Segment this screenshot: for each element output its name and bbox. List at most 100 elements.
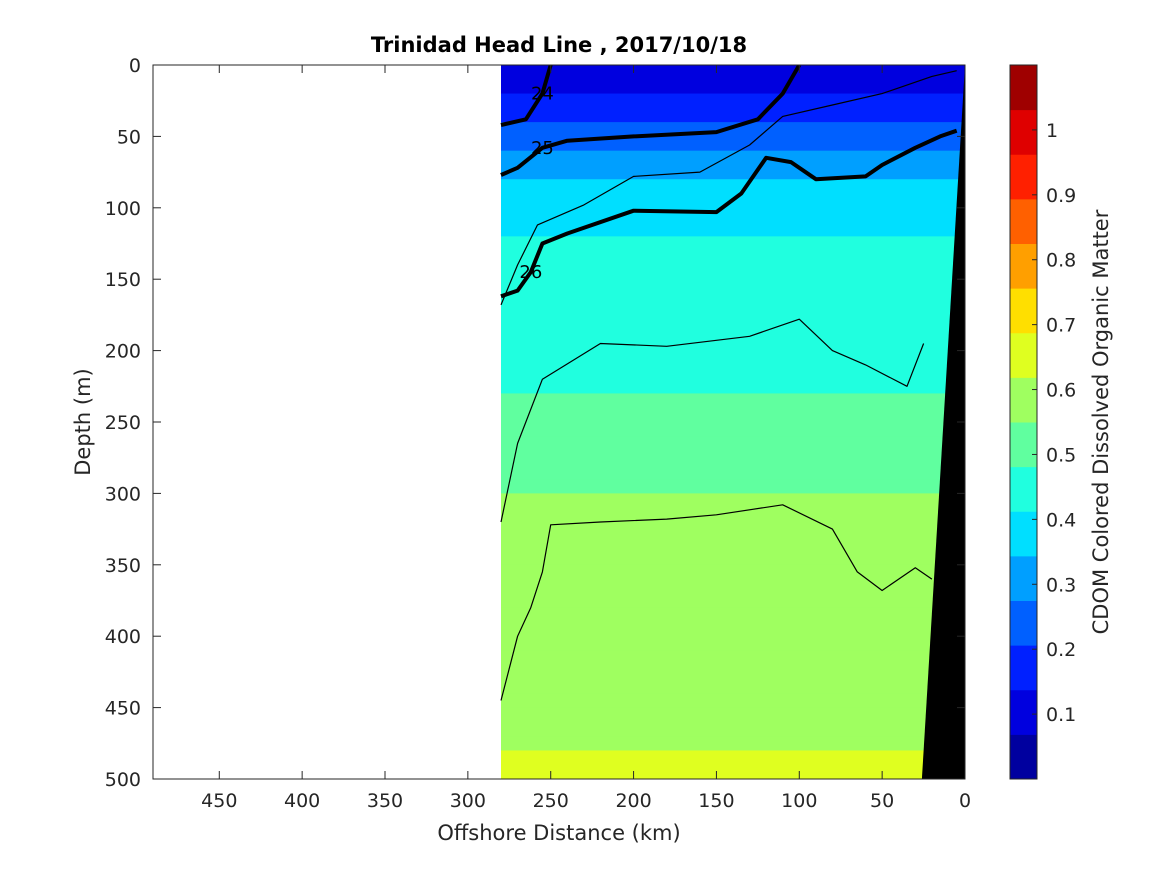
colorbar-segment xyxy=(1010,288,1037,334)
colorbar-tick-label: 0.3 xyxy=(1046,574,1076,596)
y-axis-title: Depth (m) xyxy=(71,368,95,475)
y-tick-label: 0 xyxy=(129,55,141,77)
heatmap-band xyxy=(501,336,965,352)
heatmap-band xyxy=(501,479,965,494)
heatmap-band xyxy=(501,536,965,552)
heatmap-band xyxy=(501,736,965,752)
colorbar-segment xyxy=(1010,198,1037,244)
heatmap-band xyxy=(501,521,965,537)
y-tick-label: 500 xyxy=(105,769,141,791)
heatmap-band xyxy=(501,179,965,195)
contour-label: 26 xyxy=(519,262,542,283)
y-tick-label: 200 xyxy=(105,341,141,363)
y-tick-label: 300 xyxy=(105,483,141,505)
heatmap-band xyxy=(501,393,965,409)
cdom-field xyxy=(501,65,965,779)
x-tick-label: 400 xyxy=(284,790,320,812)
density-contour-bold xyxy=(500,65,802,177)
heatmap-band xyxy=(501,307,965,323)
heatmap-band xyxy=(501,293,965,309)
y-tick-label: 350 xyxy=(105,555,141,577)
heatmap-band xyxy=(501,264,965,280)
x-tick-label: 450 xyxy=(201,790,237,812)
bathymetry xyxy=(921,65,965,779)
contour-label: 25 xyxy=(531,138,554,159)
heatmap-band xyxy=(501,493,965,509)
colorbar-tick-label: 0.4 xyxy=(1046,509,1076,531)
y-tick-label: 450 xyxy=(105,698,141,720)
heatmap-band xyxy=(501,279,965,295)
heatmap-band xyxy=(501,65,965,80)
colorbar-segment xyxy=(1010,511,1037,557)
y-tick-label: 400 xyxy=(105,626,141,648)
heatmap-band xyxy=(501,79,965,95)
heatmap-band xyxy=(501,593,965,609)
heatmap-band xyxy=(501,750,965,766)
colorbar xyxy=(1010,65,1037,780)
heatmap-band xyxy=(501,236,965,252)
colorbar-segment xyxy=(1010,645,1037,691)
heatmap-band xyxy=(501,579,965,594)
heatmap-band xyxy=(501,464,965,480)
x-tick-label: 350 xyxy=(367,790,403,812)
heatmap-band xyxy=(501,564,965,580)
x-tick-label: 200 xyxy=(615,790,651,812)
heatmap-band xyxy=(501,507,965,523)
colorbar-segment xyxy=(1010,422,1037,468)
colorbar-tick-label: 0.8 xyxy=(1046,250,1076,272)
heatmap-band xyxy=(501,607,965,623)
heatmap-band xyxy=(501,764,965,779)
heatmap-band xyxy=(501,407,965,423)
colorbar-segment xyxy=(1010,555,1037,601)
y-tick-label: 150 xyxy=(105,269,141,291)
heatmap-band xyxy=(501,322,965,337)
x-tick-label: 250 xyxy=(533,790,569,812)
x-axis-title: Offshore Distance (km) xyxy=(437,821,680,845)
colorbar-segment xyxy=(1010,332,1037,378)
x-tick-label: 100 xyxy=(781,790,817,812)
colorbar-segment xyxy=(1010,109,1037,155)
colorbar-tick-label: 0.1 xyxy=(1046,704,1076,726)
heatmap-band xyxy=(501,107,965,123)
density-contours: 24 25 26 xyxy=(500,65,958,701)
heatmap-band xyxy=(501,693,965,709)
colorbar-segment xyxy=(1010,466,1037,512)
x-tick-label: 50 xyxy=(870,790,894,812)
heatmap-band xyxy=(501,721,965,737)
contour-label: 24 xyxy=(531,84,554,105)
x-tick-label: 0 xyxy=(959,790,971,812)
density-contour xyxy=(500,70,957,306)
colorbar-segment xyxy=(1010,154,1037,200)
colorbar-tick-label: 0.9 xyxy=(1046,185,1076,207)
colorbar-segment xyxy=(1010,689,1037,735)
colorbar-title: CDOM Colored Dissolved Organic Matter xyxy=(1089,209,1113,634)
colorbar-tick-label: 0.2 xyxy=(1046,639,1076,661)
colorbar-segment xyxy=(1010,734,1037,780)
heatmap-band xyxy=(501,122,965,137)
y-tick-label: 50 xyxy=(117,126,141,148)
heatmap-band xyxy=(501,93,965,109)
colorbar-segment xyxy=(1010,377,1037,423)
seafloor xyxy=(921,65,965,779)
colorbar-tick-label: 0.6 xyxy=(1046,380,1076,402)
colorbar-segment xyxy=(1010,243,1037,289)
x-tick-label: 150 xyxy=(698,790,734,812)
heatmap-band xyxy=(501,650,965,666)
colorbar-tick-label: 0.5 xyxy=(1046,444,1076,466)
heatmap-band xyxy=(501,707,965,723)
colorbar-tick-label: 1 xyxy=(1046,120,1058,142)
x-tick-label: 300 xyxy=(450,790,486,812)
colorbar-segment xyxy=(1010,65,1037,111)
heatmap-band xyxy=(501,222,965,237)
heatmap-band xyxy=(501,364,965,380)
colorbar-ticks: 0.1 0.2 0.3 0.4 0.5 0.6 0.7 0.8 0.9 1 xyxy=(1032,120,1076,726)
chart-title: Trinidad Head Line , 2017/10/18 xyxy=(371,33,747,57)
colorbar-segment xyxy=(1010,600,1037,646)
heatmap-band xyxy=(501,550,965,566)
heatmap-band xyxy=(501,250,965,266)
colorbar-tick-label: 0.7 xyxy=(1046,315,1076,337)
x-axis: 450 400 350 300 250 200 150 100 50 0 xyxy=(201,65,971,812)
heatmap-band xyxy=(501,422,965,437)
y-tick-label: 100 xyxy=(105,198,141,220)
